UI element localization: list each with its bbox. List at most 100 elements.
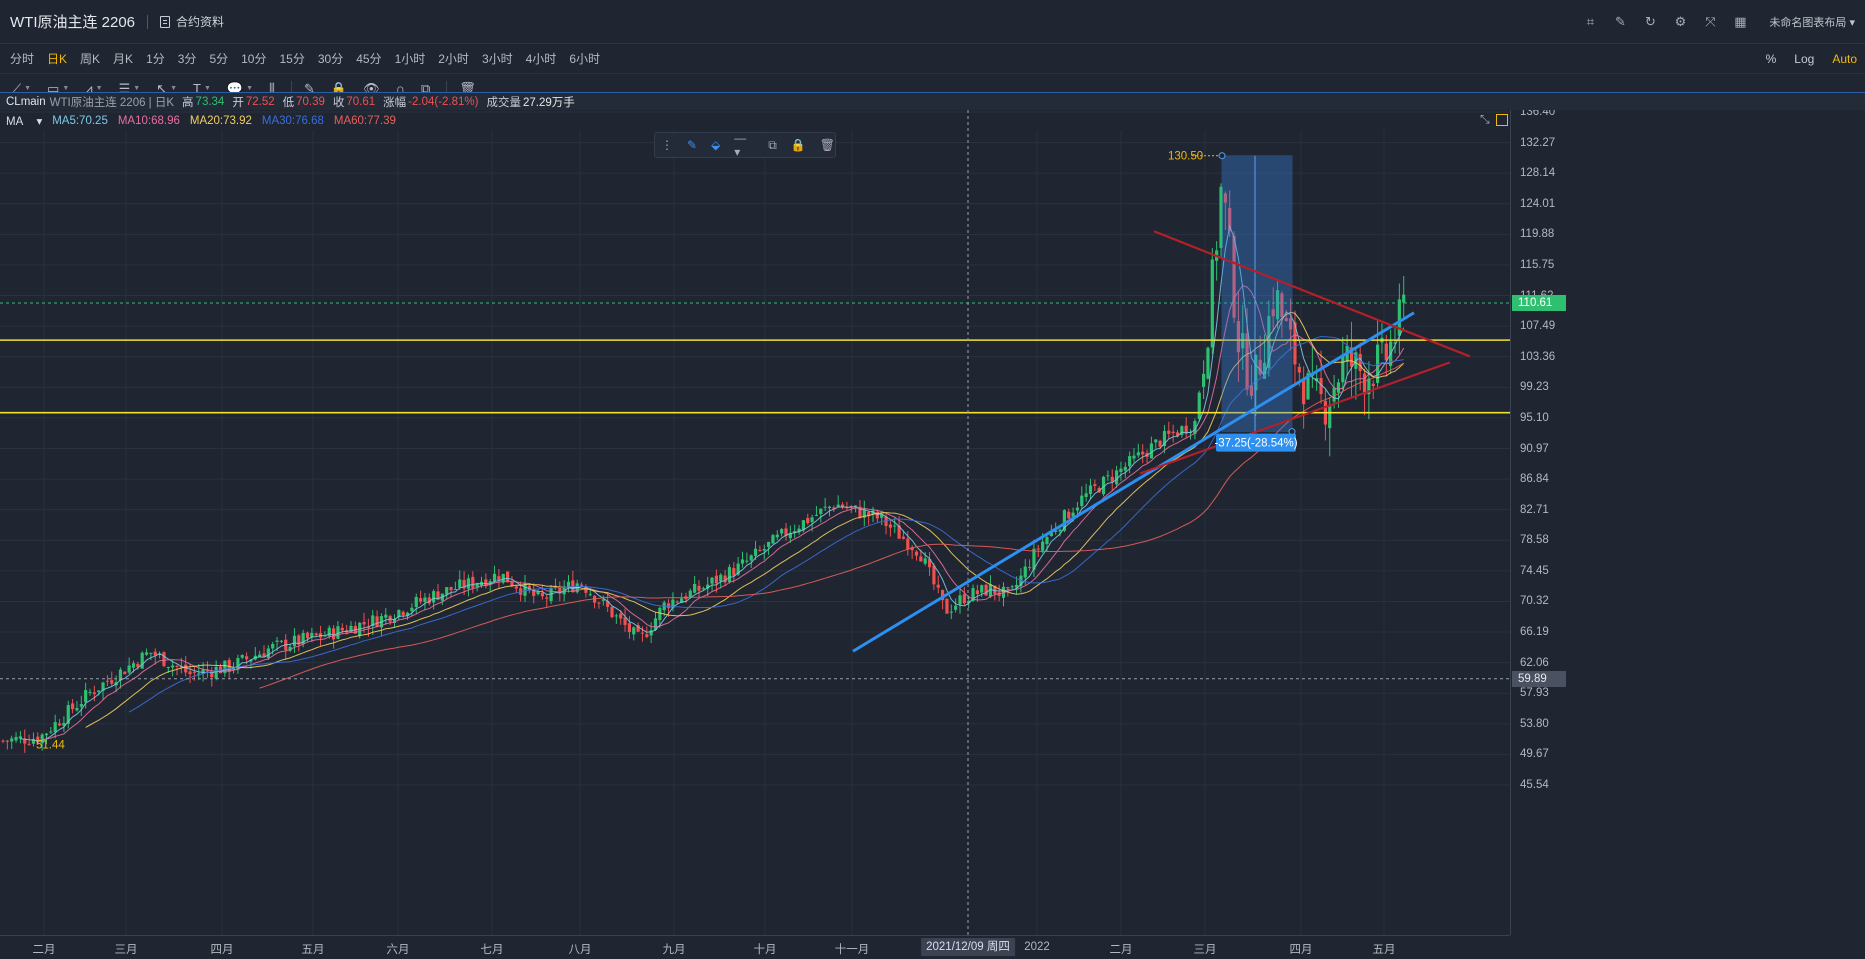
brush-tool[interactable]: ✎	[304, 81, 315, 97]
time-tick-label: 八月	[568, 944, 592, 956]
interval-3min[interactable]: 3分	[177, 52, 197, 66]
pattern-tool[interactable]: ⩘ ▼	[85, 81, 102, 97]
clone-icon[interactable]: ⧉	[768, 137, 777, 152]
price-tick-label: 78.58	[1520, 534, 1549, 547]
rectangle-icon: ▭	[47, 80, 60, 96]
candle-body	[1332, 387, 1336, 402]
refresh-icon[interactable]: ↻	[1644, 14, 1656, 29]
log-scale-toggle[interactable]: Log	[1794, 52, 1815, 66]
candle-body	[836, 504, 840, 507]
interval-weekly[interactable]: 周K	[80, 52, 101, 66]
symbol-title[interactable]: WTI原油主连 2206	[10, 14, 136, 31]
close-value: 70.61	[346, 95, 376, 108]
candle-body	[697, 585, 701, 591]
candle-body	[984, 584, 988, 596]
interval-1h[interactable]: 1小时	[394, 52, 426, 66]
candle-body	[880, 514, 884, 518]
interval-3h[interactable]: 3小时	[481, 52, 513, 66]
fullscreen-icon[interactable]: ⤧	[1705, 14, 1716, 29]
interval-daily[interactable]: 日K	[47, 52, 68, 66]
time-axis[interactable]: 二月 三月 四月 五月 六月 七月 八月 九月 十月 十一月 2022 二月 三月 四月 五月 2021/1…	[0, 935, 1510, 959]
candle-body	[110, 680, 114, 684]
candle-body	[1154, 439, 1158, 443]
candle-body	[40, 734, 44, 744]
indicator-icon[interactable]: ⌗	[1586, 14, 1595, 29]
interval-5min[interactable]: 5分	[209, 52, 229, 66]
measure-tool[interactable]: ⫼	[269, 81, 275, 97]
candle-body	[123, 671, 127, 675]
drag-handle-icon[interactable]: ⋮	[661, 138, 673, 152]
time-tick-label: 四月	[1289, 944, 1313, 956]
candle-body	[427, 597, 431, 604]
candle-body	[162, 652, 166, 667]
interval-2h[interactable]: 2小时	[438, 52, 469, 66]
text-tool[interactable]: T ▼	[193, 81, 211, 96]
candle-body	[236, 658, 240, 670]
fibonacci-tool[interactable]: ☰ ▼	[119, 81, 141, 97]
candle-body	[392, 619, 397, 623]
delete-tool[interactable]: 🗑	[459, 81, 476, 97]
candle-body	[1228, 207, 1232, 232]
interval-10min[interactable]: 10分	[241, 52, 267, 66]
interval-30min[interactable]: 30分	[317, 52, 344, 66]
percent-scale-toggle[interactable]: %	[1765, 52, 1777, 66]
candle-body	[223, 660, 227, 674]
candle-body	[201, 669, 205, 675]
candle-body	[1132, 455, 1136, 459]
trash-icon[interactable]: 🗑	[819, 138, 835, 152]
price-tick-label: 95.10	[1520, 411, 1549, 424]
price-axis[interactable]	[1510, 110, 1565, 935]
line-color-icon[interactable]: ✎	[687, 138, 698, 152]
candle-body	[584, 586, 588, 593]
candle-body	[79, 703, 83, 707]
legend-symbol[interactable]: CLmain	[6, 95, 46, 108]
ma-indicator-menu[interactable]: MA ▾	[6, 116, 43, 128]
candle-body	[771, 535, 775, 544]
interval-45min[interactable]: 45分	[356, 52, 382, 66]
line-style-icon[interactable]: — ▾	[734, 131, 747, 159]
maximize-icon[interactable]	[1495, 113, 1508, 126]
clone-tool[interactable]: ⧉	[421, 81, 430, 97]
interval-1min[interactable]: 1分	[146, 52, 165, 66]
candle-body	[1245, 333, 1249, 390]
candle-body	[1232, 235, 1236, 318]
interval-4h[interactable]: 4小时	[525, 52, 557, 66]
layout-menu[interactable]: 未命名图表布局 ▾	[1769, 17, 1855, 29]
candle-body	[362, 621, 366, 625]
candle-body	[671, 599, 675, 609]
magnet-icon: ∩	[395, 81, 405, 96]
candle-body	[97, 690, 101, 692]
settings-gear-icon[interactable]: ⚙	[1674, 14, 1687, 29]
interval-6h[interactable]: 6小时	[569, 52, 600, 66]
fill-color-icon[interactable]: ⬙	[711, 138, 721, 152]
interval-fenshi[interactable]: 分时	[10, 52, 35, 66]
auto-scale-toggle[interactable]: Auto	[1832, 52, 1857, 66]
annotation-tool[interactable]: 💬 ▼	[227, 81, 253, 97]
interval-monthly[interactable]: 月K	[113, 52, 134, 66]
grid-layout-icon[interactable]: ▦	[1734, 14, 1747, 29]
price-tick-label: 45.54	[1520, 779, 1549, 791]
close-label: 收	[332, 96, 345, 109]
lock-icon[interactable]: 🔒	[790, 138, 806, 152]
rectangle-tool[interactable]: ▭ ▼	[47, 81, 69, 97]
candle-body	[1302, 379, 1306, 405]
contract-info-button[interactable]: 合约资料	[160, 13, 224, 30]
interval-15min[interactable]: 15分	[279, 52, 305, 66]
triangle-upper-line	[1153, 230, 1471, 358]
candle-body	[958, 595, 962, 605]
lock-tool[interactable]: 🔒	[331, 81, 347, 97]
arrow-tool[interactable]: ↖ ▼	[156, 81, 177, 97]
price-tick-label: 82.71	[1520, 503, 1549, 516]
candle-body	[1136, 452, 1140, 456]
candle-body	[1067, 511, 1071, 519]
candle-body	[858, 506, 862, 518]
high-value: 73.34	[195, 95, 225, 108]
trendline-tool[interactable]: ⟋ ▼	[12, 81, 31, 97]
magnet-tool[interactable]: ∩	[396, 81, 405, 96]
edit-chart-icon[interactable]: ✎	[1614, 14, 1626, 29]
uptrend-line	[852, 311, 1415, 653]
crosshair-icon[interactable]: ⤡	[1480, 112, 1490, 126]
candle-body	[688, 590, 692, 598]
visibility-tool[interactable]: 👁	[363, 81, 380, 97]
